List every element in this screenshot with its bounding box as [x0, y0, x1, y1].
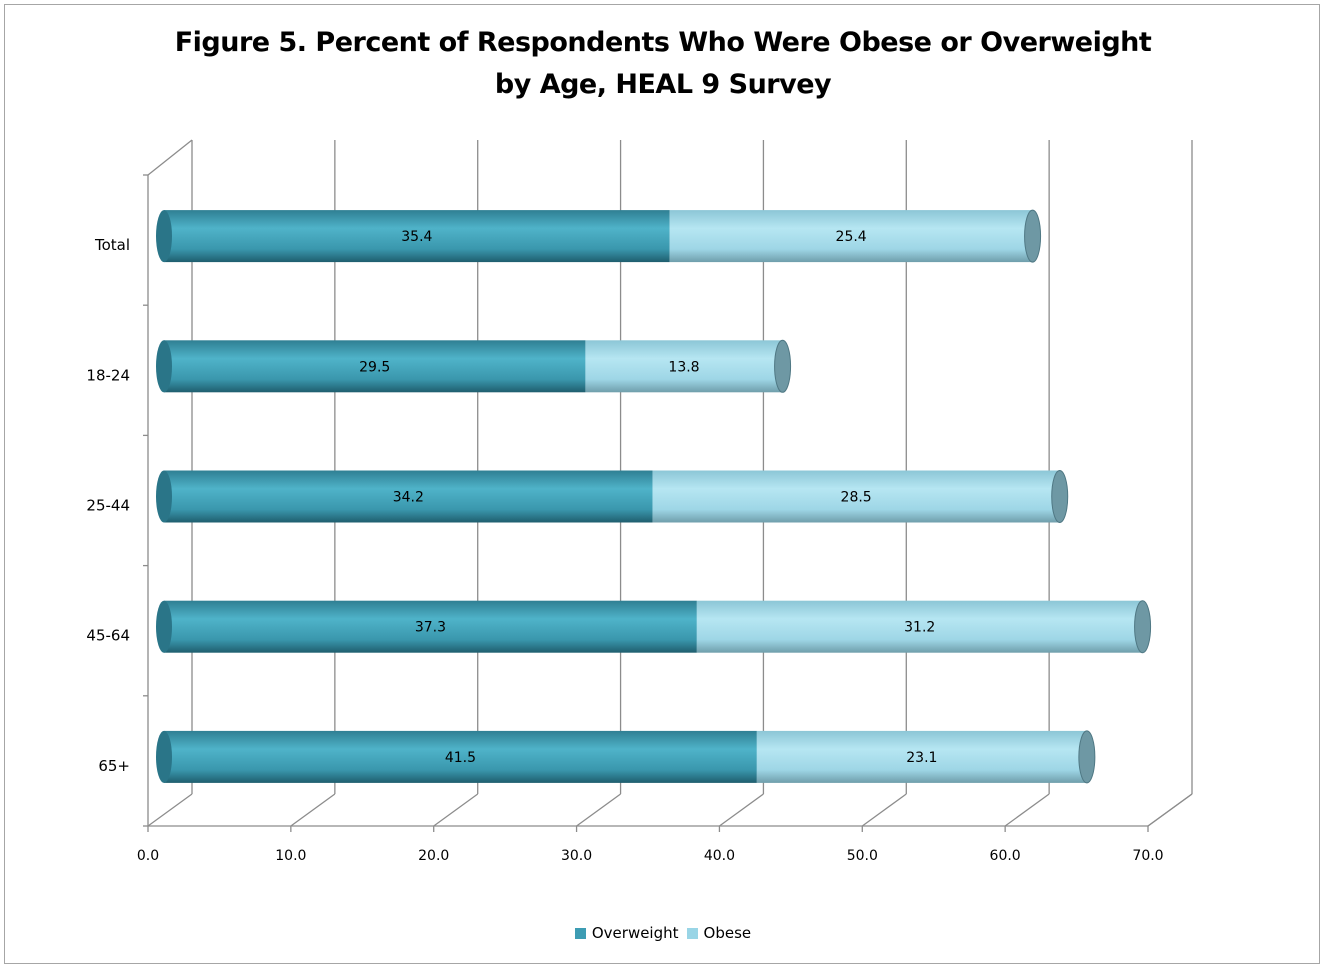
- floor-gridline: [719, 793, 764, 827]
- category-label: Total: [94, 236, 130, 254]
- x-tick-label: 40.0: [704, 848, 735, 864]
- legend-label: Overweight: [591, 924, 679, 942]
- x-tick-label: 20.0: [418, 848, 449, 864]
- bar-cap-left: [156, 210, 172, 263]
- x-tick-label: 0.0: [137, 848, 159, 864]
- bar-segment-obese: [669, 210, 1033, 263]
- floor-right-edge: [1147, 793, 1193, 827]
- bar-segment-obese: [585, 340, 783, 393]
- data-label: 28.5: [841, 490, 872, 506]
- legend: Overweight Obese: [0, 924, 1326, 943]
- chart-title: Figure 5. Percent of Respondents Who Wer…: [0, 22, 1326, 106]
- chart-title-line2: by Age, HEAL 9 Survey: [494, 69, 832, 100]
- data-label: 23.1: [906, 750, 937, 766]
- side-wall-top-edge: [147, 139, 193, 176]
- bar-segment-overweight: [164, 470, 653, 523]
- data-label: 13.8: [668, 359, 699, 375]
- category-label: 18-24: [86, 366, 130, 384]
- bar-segment-obese: [652, 470, 1060, 523]
- category-label: 45-64: [86, 627, 130, 645]
- data-label: 41.5: [445, 750, 476, 766]
- x-tick-label: 70.0: [1132, 848, 1163, 864]
- bar-segment-obese: [756, 730, 1087, 783]
- floor-gridline: [147, 793, 193, 827]
- floor-gridline: [1004, 793, 1050, 827]
- bar-cap-right: [1134, 600, 1152, 654]
- data-label: 35.4: [401, 229, 432, 245]
- legend-swatch: [686, 927, 698, 939]
- category-label: 65+: [98, 757, 130, 775]
- floor-gridline: [576, 793, 621, 827]
- legend-item-obese: Obese: [686, 924, 752, 942]
- bar-segment-overweight: [164, 730, 757, 783]
- x-tick-label: 30.0: [561, 848, 592, 864]
- x-tick-label: 50.0: [847, 848, 878, 864]
- bar-segment-overweight: [164, 600, 697, 653]
- data-label: 37.3: [415, 620, 446, 636]
- x-tick-label: 10.0: [275, 848, 306, 864]
- bar-segment-overweight: [164, 340, 586, 393]
- bar-cap-left: [156, 470, 172, 523]
- bar-segment-obese: [696, 600, 1143, 653]
- floor-gridline: [861, 793, 907, 827]
- category-label: 25-44: [86, 497, 130, 515]
- bars-layer: [156, 209, 1152, 784]
- bar-cap-left: [156, 730, 172, 783]
- bar-cap-right: [774, 339, 792, 393]
- data-label: 31.2: [904, 620, 935, 636]
- x-tick-label: 60.0: [990, 848, 1021, 864]
- legend-item-overweight: Overweight: [574, 924, 679, 942]
- legend-swatch: [574, 927, 586, 939]
- bar-cap-left: [156, 600, 172, 653]
- floor-gridline: [290, 793, 336, 827]
- bar-cap-right: [1051, 470, 1069, 523]
- floor-gridline: [433, 793, 479, 827]
- legend-label: Obese: [703, 924, 752, 942]
- bar-cap-right: [1024, 209, 1042, 263]
- bar-cap-left: [156, 340, 172, 393]
- chart-title-line1: Figure 5. Percent of Respondents Who Wer…: [174, 27, 1152, 58]
- bar-cap-right: [1078, 730, 1096, 784]
- bar-segment-overweight: [164, 210, 670, 263]
- labels-layer: 0.0 10.0 20.0 30.0 40.0 50.0 60.0 70.0 Total 35.4…: [86, 229, 1163, 864]
- data-label: 29.5: [359, 359, 390, 375]
- data-label: 25.4: [836, 229, 867, 245]
- data-label: 34.2: [393, 490, 424, 506]
